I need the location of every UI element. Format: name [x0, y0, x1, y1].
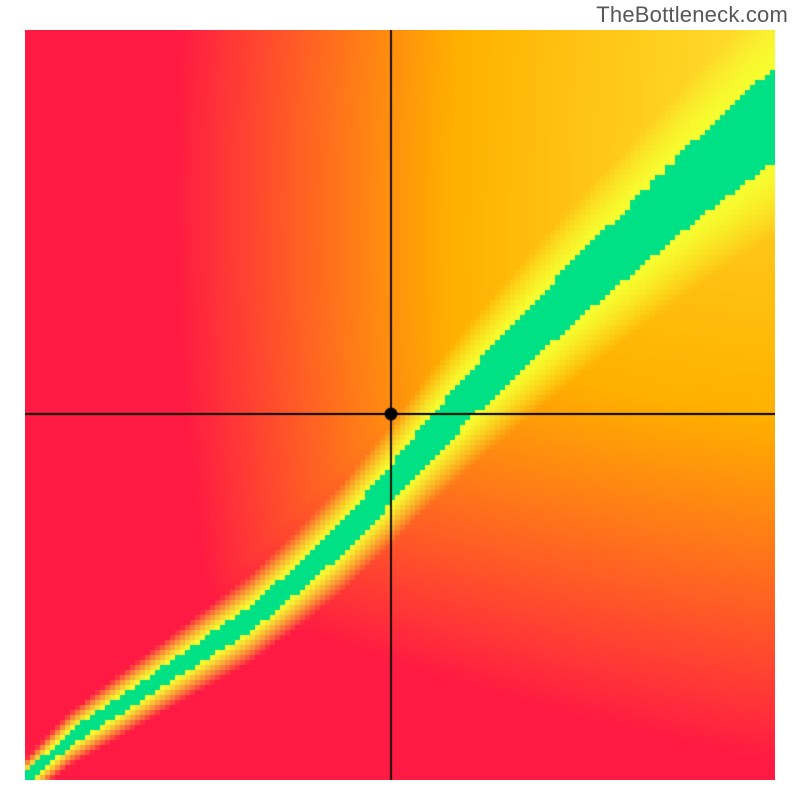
attribution-label: TheBottleneck.com [596, 2, 788, 28]
bottleneck-heatmap [25, 30, 775, 780]
